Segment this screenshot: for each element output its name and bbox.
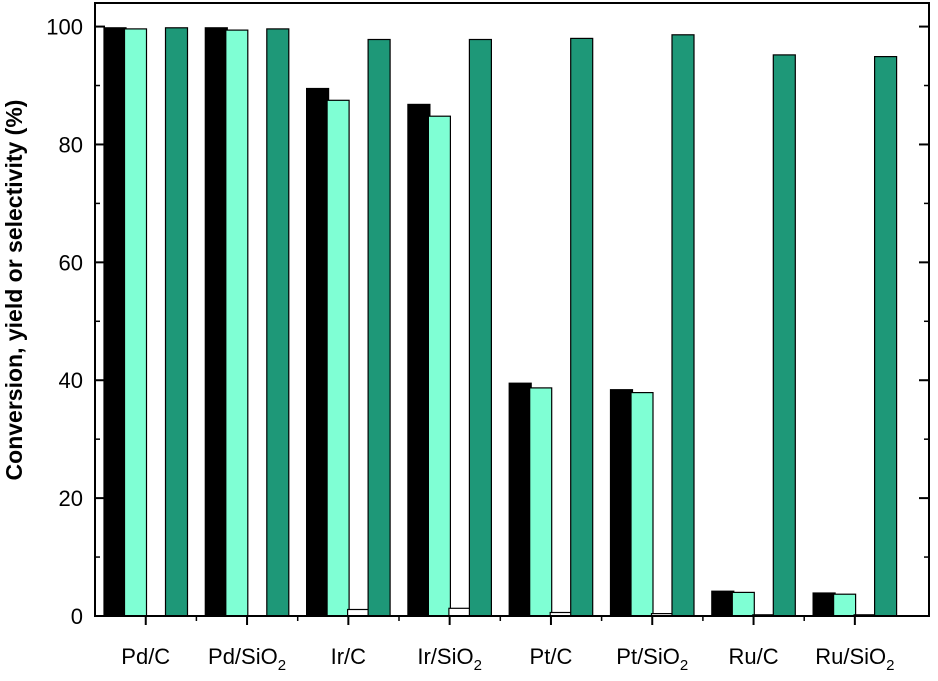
bar-series1-8 (812, 592, 836, 617)
bar-series2-1 (123, 28, 148, 617)
x-axis: Pd/C Pd/SiO2 Ir/C Ir/SiO2 Pt/C Pt/SiO2 Ru/C Ru/… (121, 616, 894, 674)
x-tick-label: Ir/SiO2 (417, 644, 482, 674)
plot-frame (94, 2, 930, 617)
y-tick-label: 40 (59, 368, 83, 393)
y-tick-label: 80 (59, 132, 83, 157)
bar-series4-3 (367, 38, 391, 617)
bar-series2-8 (832, 593, 857, 617)
y-tick-label: 100 (46, 15, 83, 40)
bar-series2-4 (427, 115, 451, 617)
y-tick-label: 60 (59, 250, 83, 275)
x-tick-label: Ru/C (728, 644, 778, 669)
bars-layer (103, 27, 898, 617)
bar-series4-1 (164, 27, 189, 617)
bar-series2-6 (630, 392, 654, 617)
bar-series4-7 (772, 54, 796, 617)
bar-series2-5 (529, 387, 553, 617)
y-tick-label: 0 (71, 604, 83, 629)
bar-series1-5 (508, 382, 532, 617)
x-tick-label: Pt/SiO2 (616, 644, 688, 674)
bar-series1-4 (407, 103, 431, 617)
bar-series1-2 (204, 27, 228, 617)
bar-series1-7 (711, 590, 735, 617)
x-tick-label: Pd/SiO2 (208, 644, 286, 674)
bar-series2-7 (731, 591, 755, 617)
x-tick-label: Pd/C (121, 644, 170, 669)
bar-series1-1 (103, 27, 127, 617)
y-tick-label: 20 (59, 486, 83, 511)
bar-series4-5 (570, 37, 594, 617)
bar-series4-4 (468, 38, 492, 617)
bar-series2-3 (326, 99, 350, 617)
bar-series1-6 (609, 389, 634, 617)
bar-series2-2 (225, 29, 249, 617)
x-tick-label: Pt/C (530, 644, 573, 669)
bar-series3-4 (448, 607, 472, 617)
x-tick-label: Ru/SiO2 (815, 644, 894, 674)
x-tick-label: Ir/C (331, 644, 367, 669)
bar-series4-6 (671, 34, 695, 617)
y-axis: 0 20 40 60 80 100 (46, 15, 929, 629)
bar-series1-3 (306, 87, 330, 617)
bar-series4-2 (266, 28, 290, 617)
y-axis-title: Conversion, yield or selectivity (%) (1, 100, 27, 481)
bar-series4-8 (873, 55, 898, 617)
